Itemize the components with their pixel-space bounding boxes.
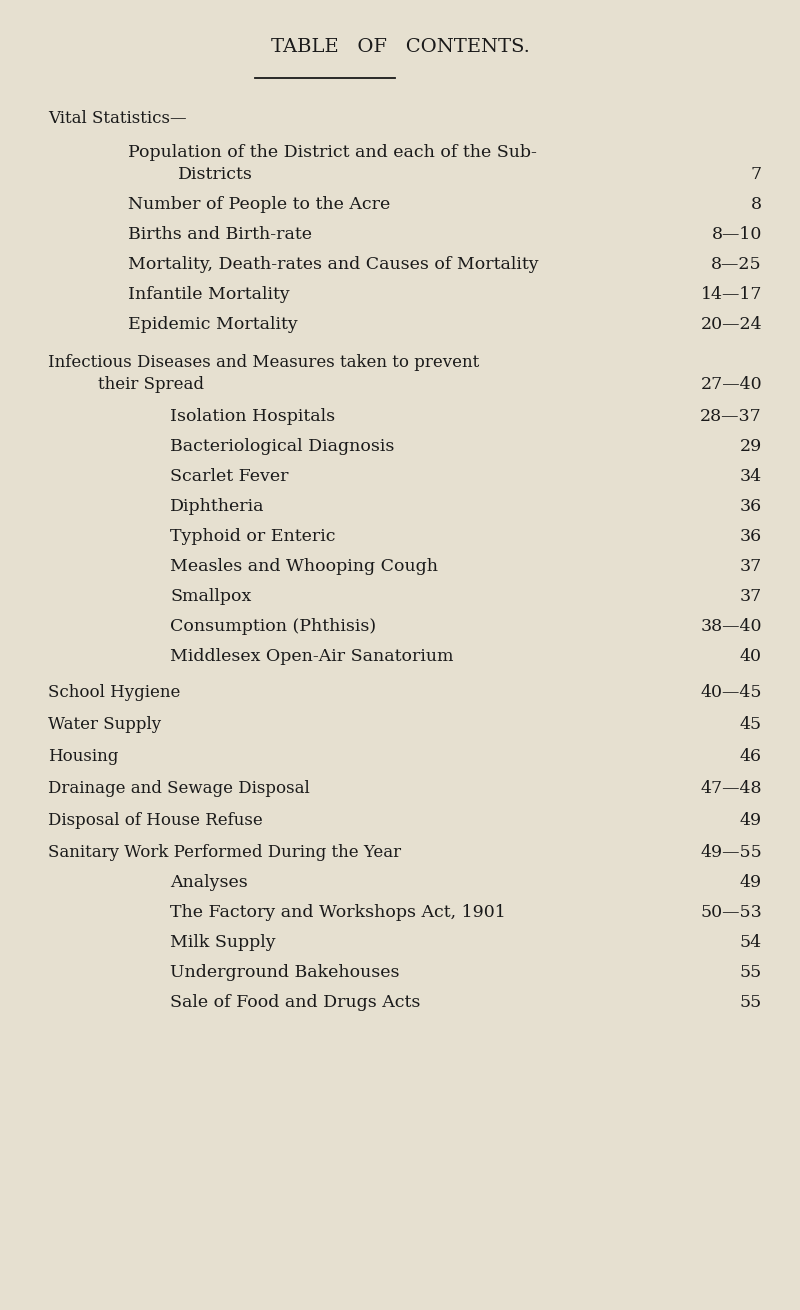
Text: 40: 40 xyxy=(740,648,762,665)
Text: 49: 49 xyxy=(740,874,762,891)
Text: The Factory and Workshops Act, 1901: The Factory and Workshops Act, 1901 xyxy=(170,904,506,921)
Text: 45: 45 xyxy=(740,717,762,734)
Text: their Spread: their Spread xyxy=(98,376,204,393)
Text: 14—17: 14—17 xyxy=(701,286,762,303)
Text: 29: 29 xyxy=(740,438,762,455)
Text: 46: 46 xyxy=(740,748,762,765)
Text: Bacteriological Diagnosis: Bacteriological Diagnosis xyxy=(170,438,394,455)
Text: 47—48: 47—48 xyxy=(701,779,762,796)
Text: Consumption (Phthisis): Consumption (Phthisis) xyxy=(170,618,376,635)
Text: Infectious Diseases and Measures taken to prevent: Infectious Diseases and Measures taken t… xyxy=(48,354,479,371)
Text: 36: 36 xyxy=(740,498,762,515)
Text: Districts: Districts xyxy=(178,166,253,183)
Text: Water Supply: Water Supply xyxy=(48,717,161,734)
Text: 8—10: 8—10 xyxy=(712,227,762,242)
Text: 40—45: 40—45 xyxy=(701,684,762,701)
Text: Drainage and Sewage Disposal: Drainage and Sewage Disposal xyxy=(48,779,310,796)
Text: Measles and Whooping Cough: Measles and Whooping Cough xyxy=(170,558,438,575)
Text: 8—25: 8—25 xyxy=(711,255,762,272)
Text: Disposal of House Refuse: Disposal of House Refuse xyxy=(48,812,262,829)
Text: Smallpox: Smallpox xyxy=(170,588,251,605)
Text: Housing: Housing xyxy=(48,748,118,765)
Text: 7: 7 xyxy=(751,166,762,183)
Text: Vital Statistics—: Vital Statistics— xyxy=(48,110,186,127)
Text: 38—40: 38—40 xyxy=(701,618,762,635)
Text: Epidemic Mortality: Epidemic Mortality xyxy=(128,316,298,333)
Text: 8: 8 xyxy=(751,196,762,214)
Text: 28—37: 28—37 xyxy=(700,407,762,424)
Text: Isolation Hospitals: Isolation Hospitals xyxy=(170,407,335,424)
Text: Mortality, Death-rates and Causes of Mortality: Mortality, Death-rates and Causes of Mor… xyxy=(128,255,538,272)
Text: Births and Birth-rate: Births and Birth-rate xyxy=(128,227,312,242)
Text: Typhoid or Enteric: Typhoid or Enteric xyxy=(170,528,335,545)
Text: 36: 36 xyxy=(740,528,762,545)
Text: Diphtheria: Diphtheria xyxy=(170,498,265,515)
Text: 54: 54 xyxy=(740,934,762,951)
Text: 55: 55 xyxy=(740,964,762,981)
Text: School Hygiene: School Hygiene xyxy=(48,684,180,701)
Text: 27—40: 27—40 xyxy=(700,376,762,393)
Text: Infantile Mortality: Infantile Mortality xyxy=(128,286,290,303)
Text: Analyses: Analyses xyxy=(170,874,248,891)
Text: 49: 49 xyxy=(740,812,762,829)
Text: TABLE   OF   CONTENTS.: TABLE OF CONTENTS. xyxy=(270,38,530,56)
Text: 49—55: 49—55 xyxy=(700,844,762,861)
Text: Population of the District and each of the Sub-: Population of the District and each of t… xyxy=(128,144,537,161)
Text: Sale of Food and Drugs Acts: Sale of Food and Drugs Acts xyxy=(170,994,420,1011)
Text: 55: 55 xyxy=(740,994,762,1011)
Text: 37: 37 xyxy=(740,588,762,605)
Text: 34: 34 xyxy=(740,468,762,485)
Text: Sanitary Work Performed During the Year: Sanitary Work Performed During the Year xyxy=(48,844,401,861)
Text: Number of People to the Acre: Number of People to the Acre xyxy=(128,196,390,214)
Text: Middlesex Open-Air Sanatorium: Middlesex Open-Air Sanatorium xyxy=(170,648,454,665)
Text: 20—24: 20—24 xyxy=(700,316,762,333)
Text: Underground Bakehouses: Underground Bakehouses xyxy=(170,964,399,981)
Text: 37: 37 xyxy=(740,558,762,575)
Text: 50—53: 50—53 xyxy=(700,904,762,921)
Text: Milk Supply: Milk Supply xyxy=(170,934,276,951)
Text: Scarlet Fever: Scarlet Fever xyxy=(170,468,289,485)
